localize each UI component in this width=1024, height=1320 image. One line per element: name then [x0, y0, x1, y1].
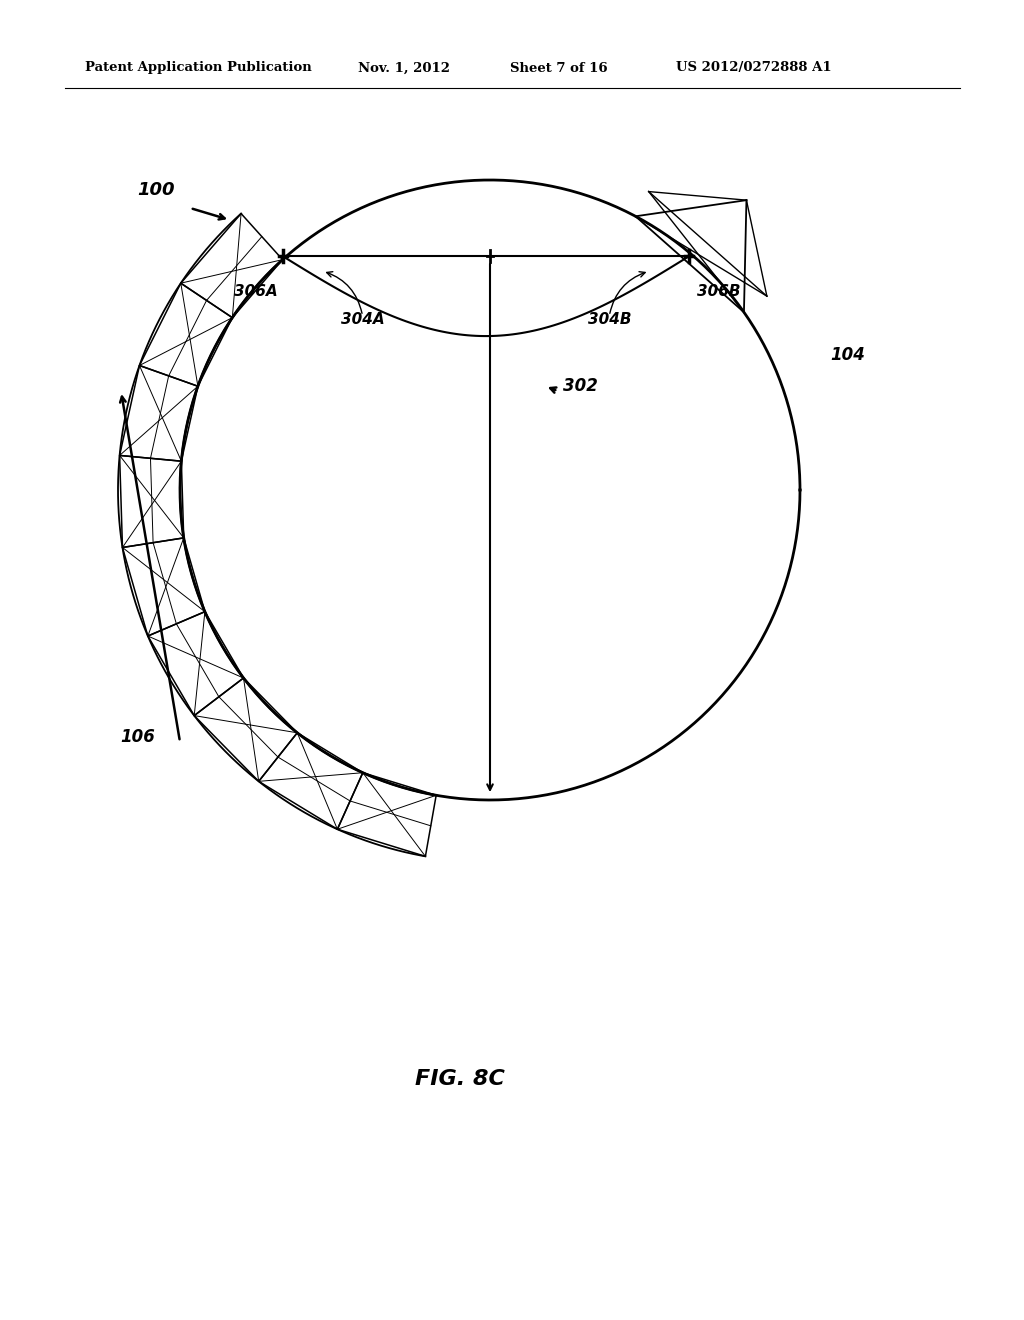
Text: FIG. 8C: FIG. 8C	[415, 1069, 505, 1089]
Text: US 2012/0272888 A1: US 2012/0272888 A1	[676, 62, 831, 74]
Text: 302: 302	[563, 378, 598, 395]
Text: 104: 104	[830, 346, 865, 364]
Text: 304A: 304A	[341, 312, 384, 327]
Text: 100: 100	[137, 181, 175, 199]
Text: 304B: 304B	[588, 312, 631, 327]
Text: 306A: 306A	[233, 284, 278, 300]
Text: Nov. 1, 2012: Nov. 1, 2012	[358, 62, 450, 74]
Text: 106: 106	[120, 729, 155, 746]
Text: Sheet 7 of 16: Sheet 7 of 16	[510, 62, 607, 74]
Text: 306B: 306B	[697, 284, 740, 300]
Text: Patent Application Publication: Patent Application Publication	[85, 62, 311, 74]
